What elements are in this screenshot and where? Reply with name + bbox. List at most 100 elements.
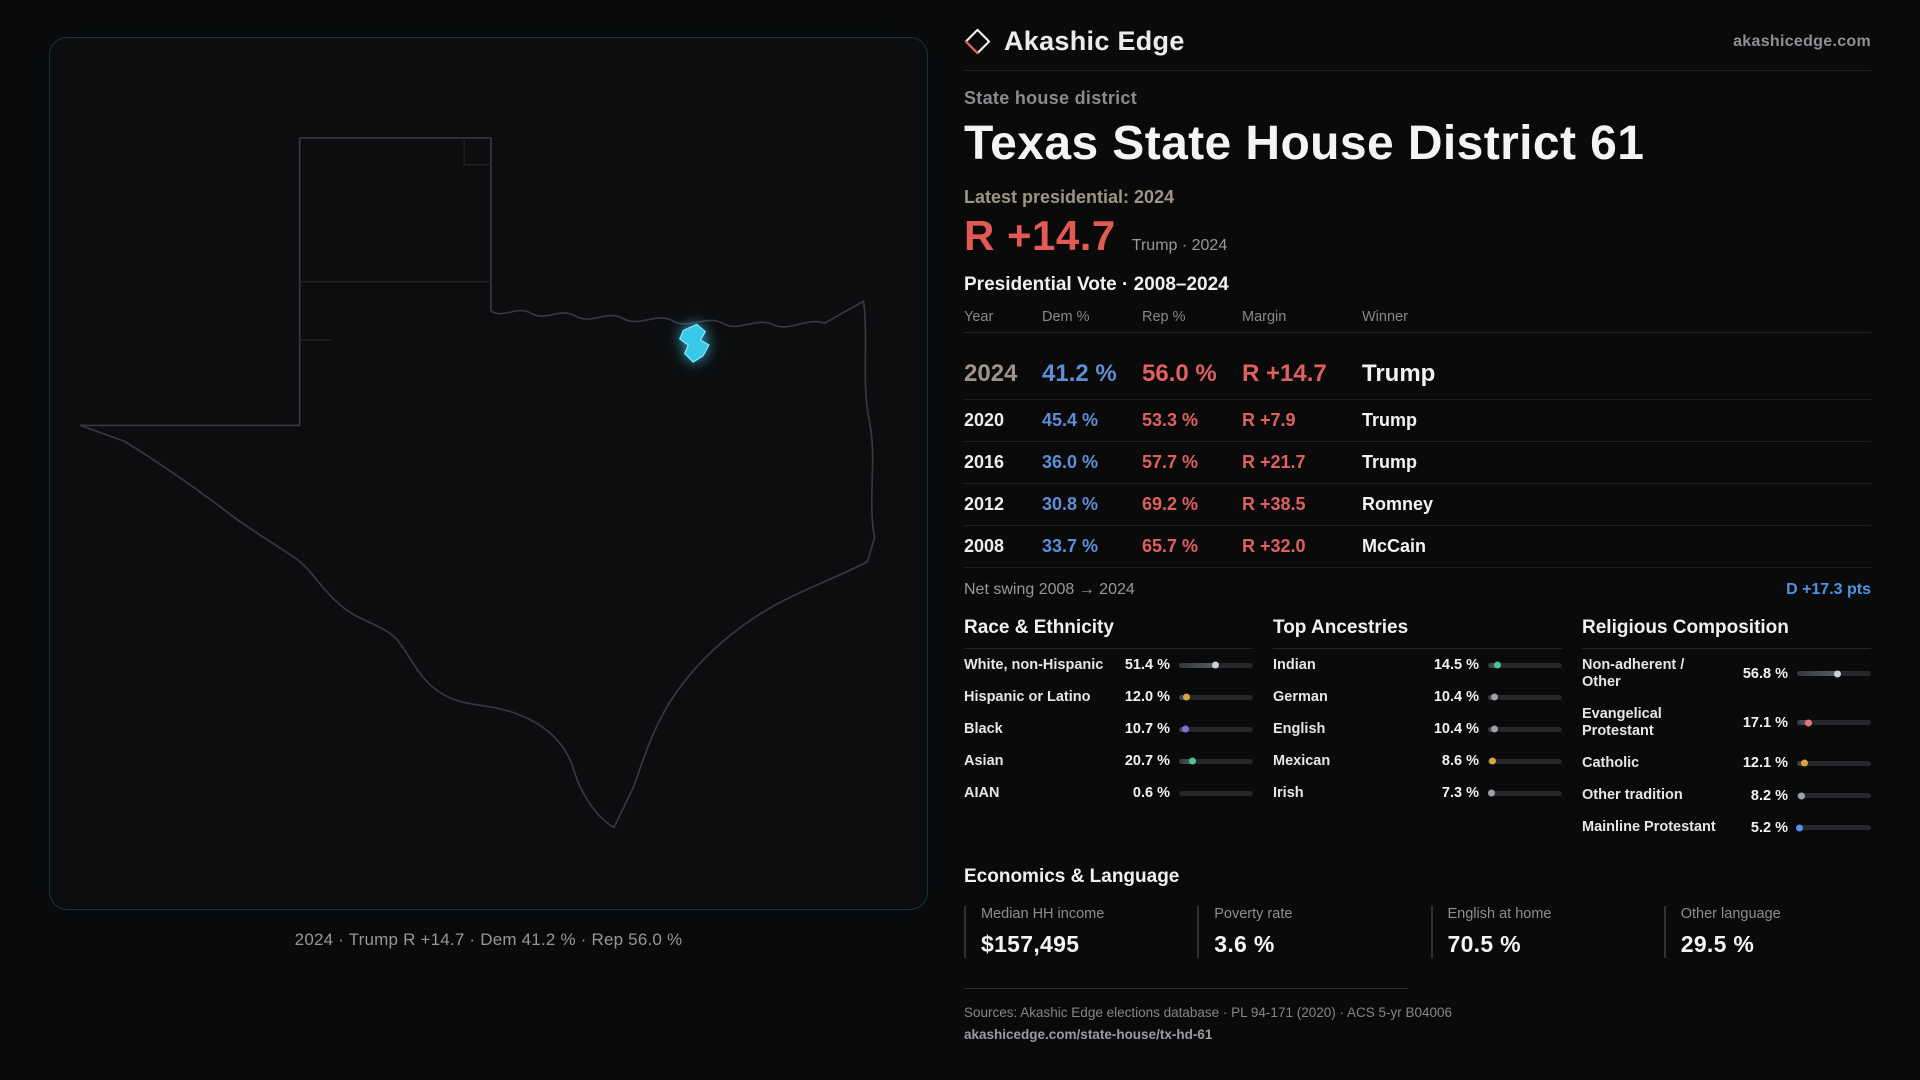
stat-bar-fill [1797,670,1842,678]
cell-year: 2012 [964,494,1005,514]
brand: Akashic Edge [964,26,1185,57]
page-title: Texas State House District 61 [964,117,1645,170]
footer: Sources: Akashic Edge elections database… [964,987,1453,1042]
stat-label: German [1273,688,1328,705]
stat-bar-dot [1795,824,1803,832]
economics-stat-label: Other language [1680,905,1781,922]
stat-bar [1179,661,1253,669]
stat-bar [1179,725,1253,733]
vote-table-title: Presidential Vote · 2008–2024 [964,274,1229,295]
cell-margin: R +38.5 [1242,494,1306,514]
race-ethnicity-column: Race & Ethnicity White, non-Hispanic 51.… [964,617,1253,844]
stat-bar [1488,789,1562,797]
stat-bar-fill [1488,693,1498,701]
economics-stat-block: Poverty rate 3.6 % [1197,905,1404,958]
economics-stat-label: Median HH income [981,905,1105,922]
stat-bar-dot [1490,725,1498,733]
vote-table-rows: 2024 41.2 % 56.0 % R +14.7 Trump 2020 45… [964,349,1871,568]
stat-bar-dot [1493,661,1501,669]
cell-rep: 57.7 % [1142,452,1199,472]
stat-bar-dot [1189,757,1197,765]
latest-presidential-label: Latest presidential: 2024 [964,187,1175,207]
cell-year: 2008 [964,536,1005,556]
table-header-row: Year Dem % Rep % Margin Winner [964,302,1871,333]
stat-label: Black [964,720,1003,737]
stat-bar [1488,693,1562,701]
cell-margin: R +21.7 [1242,452,1306,472]
stat-value: 5.2 % [1750,819,1788,836]
stat-value: 8.6 % [1441,753,1479,770]
cell-winner: Romney [1362,494,1434,514]
stat-row: Mainline Protestant 5.2 % [1582,812,1871,844]
table-row: 2012 30.8 % 69.2 % R +38.5 Romney [964,484,1871,526]
stat-bar-fill [1179,725,1189,733]
stat-label: Hispanic or Latino [964,688,1091,705]
stat-label: Mainline Protestant [1582,819,1716,836]
stat-bar-fill [1488,757,1497,765]
stat-row: Asian 20.7 % [964,745,1253,777]
religion-rows: Non-adherent / Other 56.8 % Evangelical … [1582,649,1871,844]
economics-stat-block: English at home 70.5 % [1430,905,1638,958]
stat-bar-fill [1795,824,1803,832]
cell-year: 2020 [964,410,1005,430]
stat-label: Irish [1273,784,1304,801]
stat-label: Indian [1273,656,1316,673]
website-link[interactable]: akashicedge.com [1733,32,1871,50]
economics-stats: Median HH income $157,495 Poverty rate 3… [964,905,1871,958]
brand-name: Akashic Edge [1004,26,1185,56]
stat-row: Non-adherent / Other 56.8 % [1582,649,1871,698]
stat-value: 20.7 % [1124,753,1170,770]
cell-margin: R +32.0 [1242,536,1306,556]
cell-dem: 30.8 % [1042,494,1099,514]
religion-column: Religious Composition Non-adherent / Oth… [1582,617,1871,844]
economics-stat-value: 70.5 % [1447,930,1521,957]
ancestries-column: Top Ancestries Indian 14.5 % German 10.4… [1273,617,1562,844]
stat-row: German 10.4 % [1273,681,1562,713]
stat-value: 51.4 % [1124,657,1170,674]
stat-label: Mexican [1273,752,1331,769]
economics-stat-value: 29.5 % [1680,930,1755,957]
map-panel [49,37,928,910]
stat-bar-dot [1182,693,1190,701]
table-row: 2016 36.0 % 57.7 % R +21.7 Trump [964,442,1871,484]
table-row: 2020 45.4 % 53.3 % R +7.9 Trump [964,400,1871,442]
stat-bar [1795,824,1871,832]
cell-dem: 33.7 % [1042,536,1099,556]
stat-label: English [1273,720,1326,737]
stat-bar [1797,670,1871,678]
stat-bar-fill [1797,759,1808,767]
stat-value: 56.8 % [1742,665,1788,682]
stat-value: 10.4 % [1433,721,1479,738]
cell-rep: 69.2 % [1142,494,1199,514]
stat-value: 0.6 % [1132,785,1170,802]
stat-bar [1797,759,1871,767]
category-label: State house district [964,88,1138,108]
col-header-year: Year [964,309,994,325]
stat-bar-dot [1798,792,1806,800]
diamond-logo-icon [964,28,991,55]
stat-bar-dot [1834,670,1842,678]
stat-bar-fill [1797,719,1812,727]
cell-rep: 56.0 % [1142,360,1217,387]
stat-bar [1488,757,1562,765]
economics-stat-label: Poverty rate [1214,905,1293,922]
stat-label: Other tradition [1582,787,1683,804]
stat-label: AIAN [964,784,1000,801]
headline-margin: R +14.7 Trump · 2024 [964,212,1871,260]
stat-value: 10.4 % [1433,689,1479,706]
stat-bar-dot [1800,759,1808,767]
col-header-dem: Dem % [1042,309,1090,325]
stat-row: Irish 7.3 % [1273,777,1562,809]
stat-row: Mexican 8.6 % [1273,745,1562,777]
stat-value: 12.1 % [1742,755,1788,772]
stat-label: Non-adherent / Other [1582,656,1685,690]
cell-year: 2016 [964,452,1005,472]
stat-row: White, non-Hispanic 51.4 % [964,649,1253,681]
permalink[interactable]: akashicedge.com/state-house/tx-hd-61 [964,1026,1213,1042]
district-highlight[interactable] [678,323,710,363]
net-swing-label: Net swing 2008 → 2024 [964,581,1135,598]
stat-value: 8.2 % [1750,787,1788,804]
sources-text: Sources: Akashic Edge elections database… [964,1004,1453,1020]
cell-margin: R +7.9 [1242,410,1296,430]
stat-bar [1488,725,1562,733]
